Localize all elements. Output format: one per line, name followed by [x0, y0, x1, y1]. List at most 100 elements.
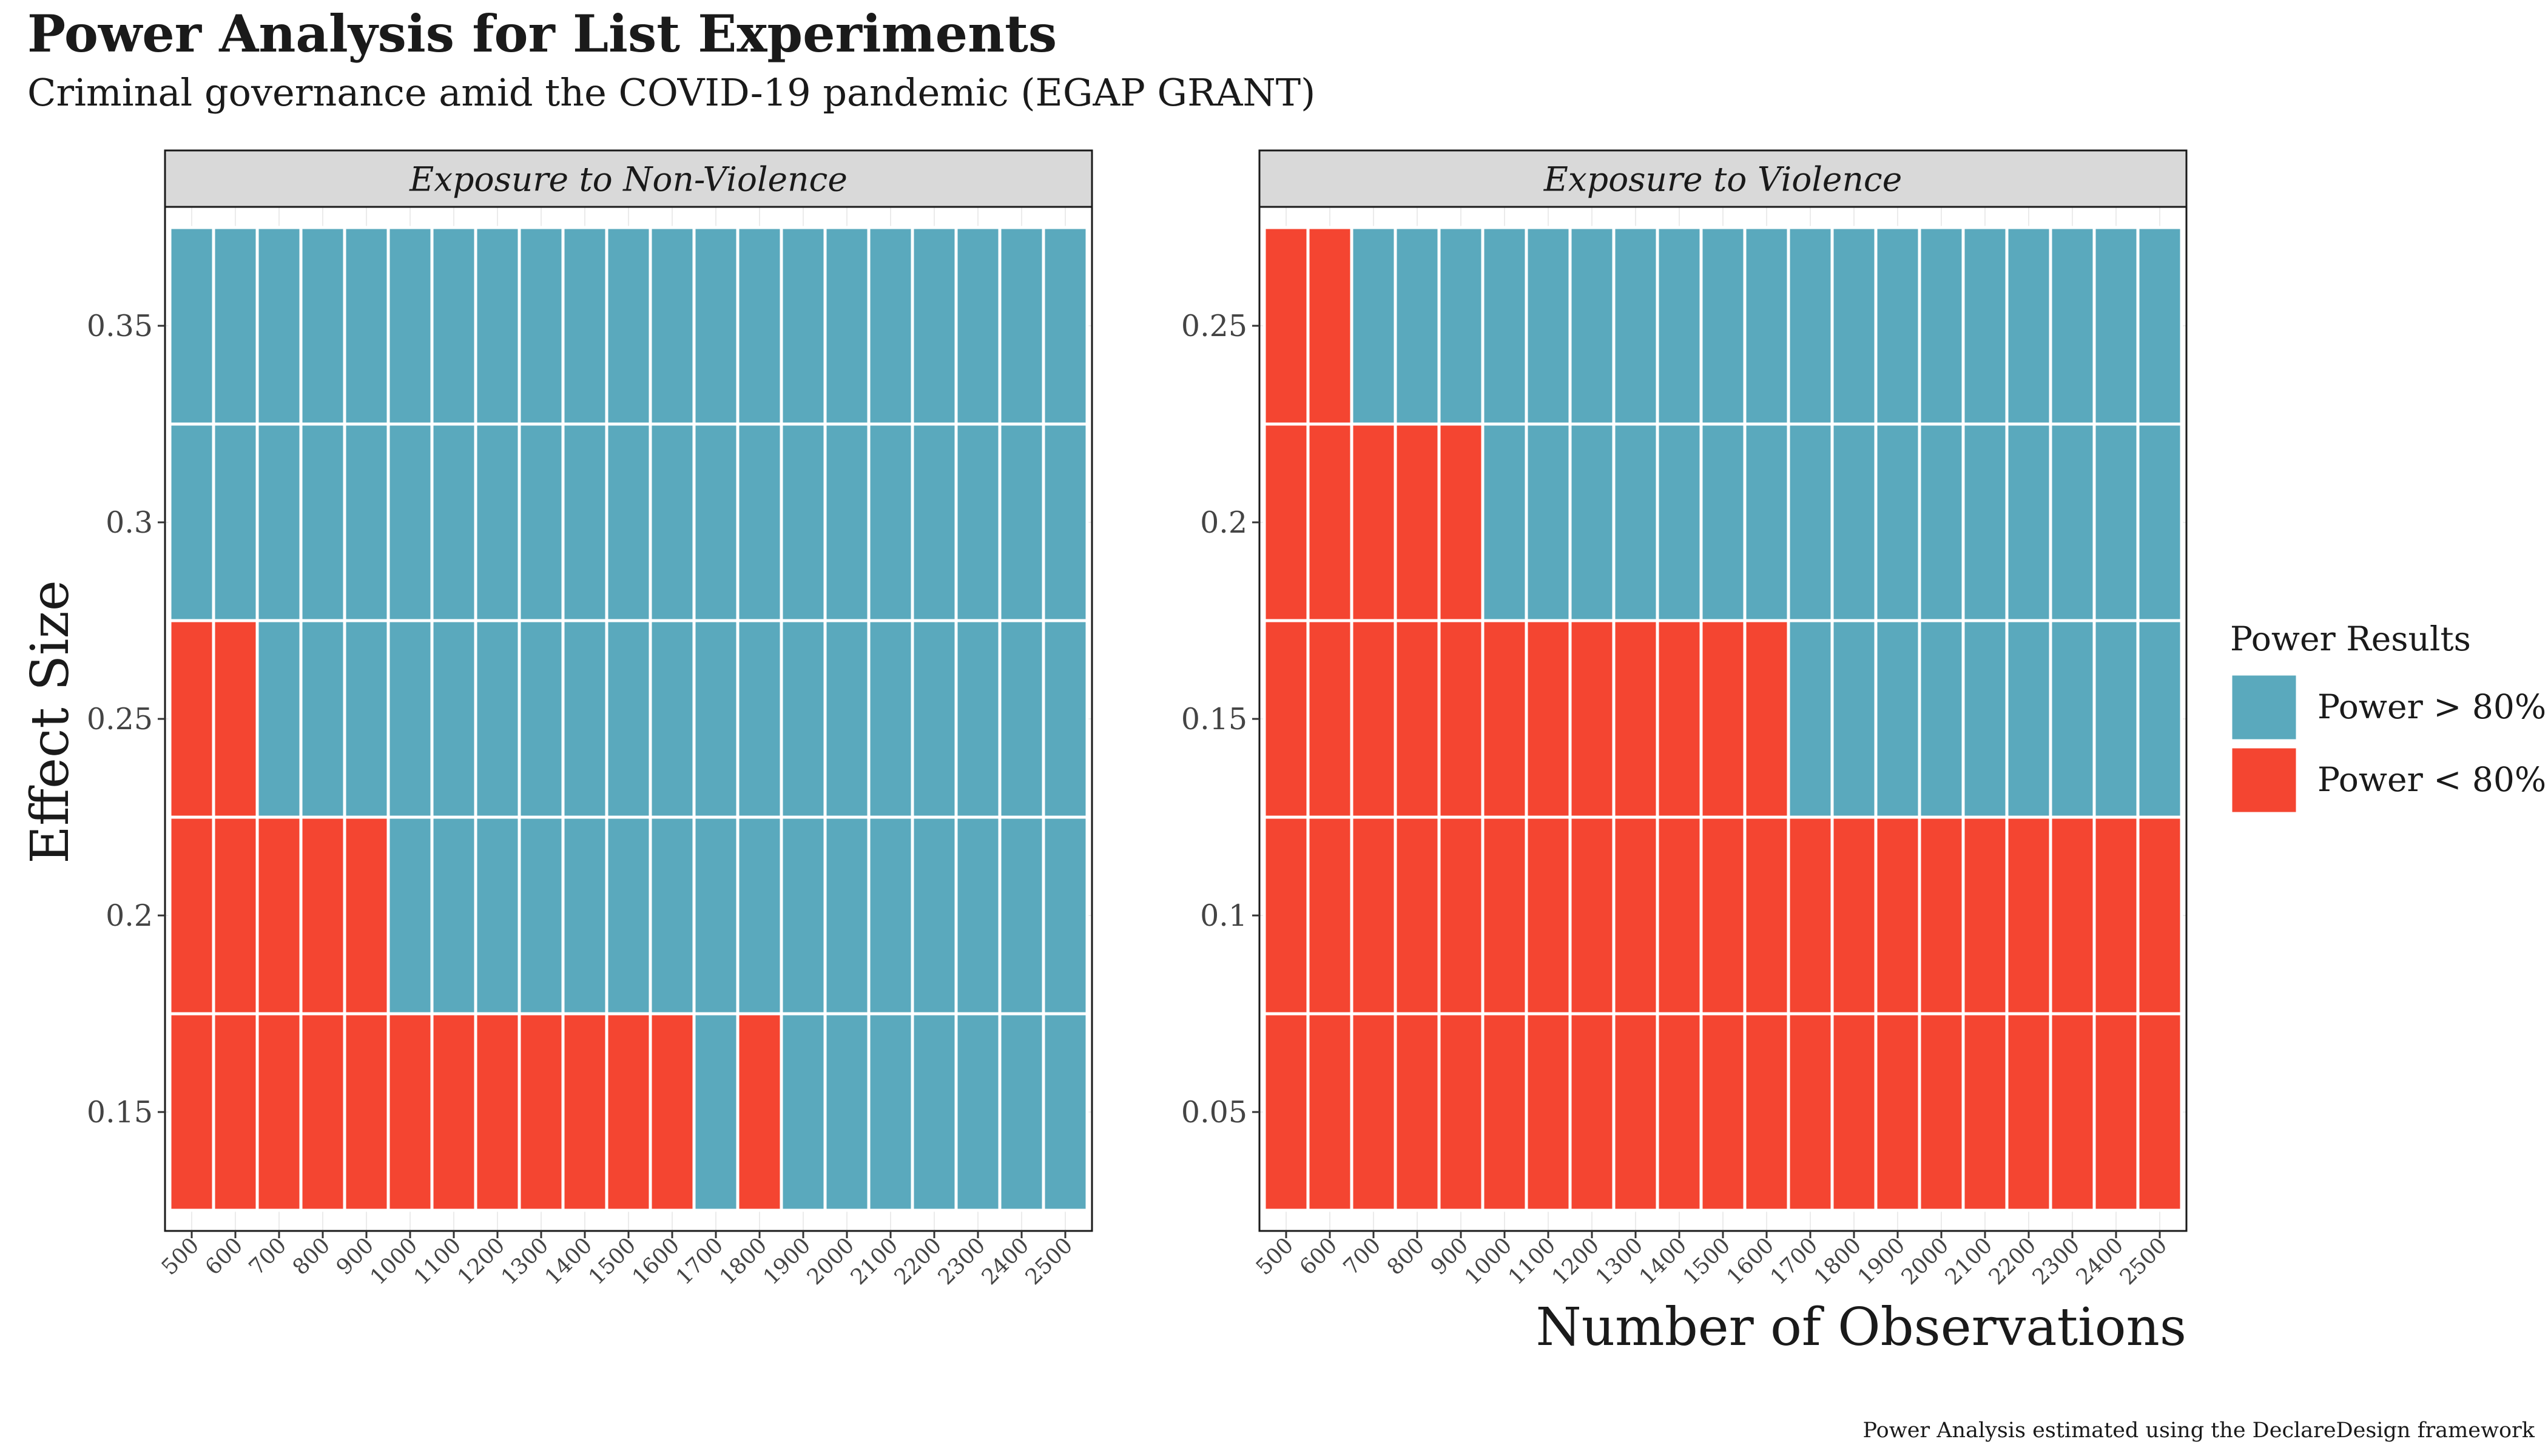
- tile-cell: [1743, 422, 1790, 622]
- x-tick-label: 800: [288, 1233, 335, 1280]
- tile-cell: [2136, 1012, 2183, 1212]
- tile-cell: [605, 815, 652, 1016]
- tile-cell: [255, 422, 303, 622]
- tile-cell: [605, 226, 652, 426]
- tile-cell: [430, 226, 477, 426]
- tile-cell: [1656, 1012, 1703, 1212]
- x-tick-label: 2200: [1984, 1233, 2041, 1290]
- x-tick-label: 1100: [1504, 1233, 1561, 1290]
- tile-cell: [386, 619, 434, 819]
- tile-cell: [1612, 422, 1659, 622]
- x-tick-label: 2100: [1941, 1233, 1998, 1290]
- tile-cell: [1918, 815, 1965, 1016]
- tile-cell: [1262, 226, 1310, 426]
- tile-cell: [823, 422, 871, 622]
- tile-cell: [343, 815, 390, 1016]
- tile-cell: [430, 815, 477, 1016]
- x-tick-label: 1300: [1591, 1233, 1648, 1290]
- tile-cell: [561, 619, 608, 819]
- tile-cell: [1743, 815, 1790, 1016]
- x-tick-label: 1900: [1853, 1233, 1910, 1290]
- tile-cell: [692, 226, 740, 426]
- tile-cell: [1874, 815, 1921, 1016]
- legend-swatch-below: [2230, 746, 2298, 814]
- tile-cell: [299, 422, 346, 622]
- tile-cell: [1568, 422, 1616, 622]
- tile-cell: [255, 619, 303, 819]
- y-tick-label: 0.2: [106, 898, 153, 933]
- tile-cell: [1874, 226, 1921, 426]
- x-tick-label: 1400: [541, 1233, 598, 1290]
- y-axis-title: Effect Size: [20, 580, 81, 863]
- tile-cell: [1437, 815, 1485, 1016]
- x-tick-label: 2500: [1021, 1233, 1078, 1290]
- chart-title: Power Analysis for List Experiments: [27, 4, 1057, 64]
- tile-cell: [780, 422, 827, 622]
- x-tick-label: 500: [157, 1233, 204, 1280]
- tile-cell: [2005, 619, 2052, 819]
- tile-cell: [2049, 422, 2096, 622]
- tile-cell: [692, 619, 740, 819]
- tile-cell: [954, 226, 1002, 426]
- tile-cell: [2092, 815, 2140, 1016]
- tile-cell: [823, 226, 871, 426]
- x-tick-label: 1700: [672, 1233, 729, 1290]
- tile-cell: [1656, 422, 1703, 622]
- tile-cell: [954, 1012, 1002, 1212]
- tile-cell: [911, 619, 958, 819]
- tile-cell: [212, 422, 259, 622]
- x-tick-label: 1800: [715, 1233, 772, 1290]
- tile-cell: [823, 1012, 871, 1212]
- tile-cell: [1306, 1012, 1353, 1212]
- chart-subtitle: Criminal governance amid the COVID-19 pa…: [27, 70, 1316, 115]
- tile-cell: [343, 226, 390, 426]
- tile-cell: [299, 1012, 346, 1212]
- tile-cell: [2092, 1012, 2140, 1212]
- tile-cell: [867, 1012, 914, 1212]
- tile-cell: [1437, 226, 1485, 426]
- tile-cell: [561, 815, 608, 1016]
- tile-cell: [998, 1012, 1045, 1212]
- tile-cell: [1961, 619, 2009, 819]
- tile-cell: [474, 815, 521, 1016]
- x-tick-label: 2000: [803, 1233, 860, 1290]
- tile-cell: [1437, 619, 1485, 819]
- tile-cell: [1918, 1012, 1965, 1212]
- tile-cell: [780, 815, 827, 1016]
- tile-cell: [1918, 422, 1965, 622]
- tile-cell: [780, 226, 827, 426]
- tile-cell: [1042, 619, 1089, 819]
- tile-cell: [1306, 422, 1353, 622]
- tile-cell: [998, 815, 1045, 1016]
- tile-cell: [649, 1012, 696, 1212]
- x-tick-label: 700: [1339, 1233, 1386, 1280]
- x-tick-label: 1000: [366, 1233, 423, 1290]
- tile-cell: [1525, 226, 1572, 426]
- tile-cell: [168, 226, 215, 426]
- y-tick-label: 0.1: [1200, 898, 1247, 933]
- tile-cell: [1394, 422, 1441, 622]
- tile-cell: [1830, 1012, 1878, 1212]
- tile-cell: [1787, 815, 1834, 1016]
- tile-cell: [1918, 226, 1965, 426]
- tile-cell: [823, 815, 871, 1016]
- tile-cell: [954, 422, 1002, 622]
- tile-cell: [2136, 226, 2183, 426]
- tile-cell: [1830, 619, 1878, 819]
- tile-cell: [1525, 815, 1572, 1016]
- y-tick-label: 0.25: [1181, 309, 1247, 343]
- tile-cell: [2136, 619, 2183, 819]
- tile-cell: [1042, 1012, 1089, 1212]
- x-tick-label: 700: [244, 1233, 292, 1280]
- tile-cell: [1830, 815, 1878, 1016]
- tile-cell: [1042, 422, 1089, 622]
- x-tick-label: 1200: [1548, 1233, 1605, 1290]
- tile-cell: [386, 1012, 434, 1212]
- tile-cell: [343, 422, 390, 622]
- tile-cell: [1568, 1012, 1616, 1212]
- tile-cell: [517, 422, 565, 622]
- tile-cell: [168, 815, 215, 1016]
- tile-cell: [430, 1012, 477, 1212]
- tile-cell: [867, 619, 914, 819]
- tile-cell: [649, 422, 696, 622]
